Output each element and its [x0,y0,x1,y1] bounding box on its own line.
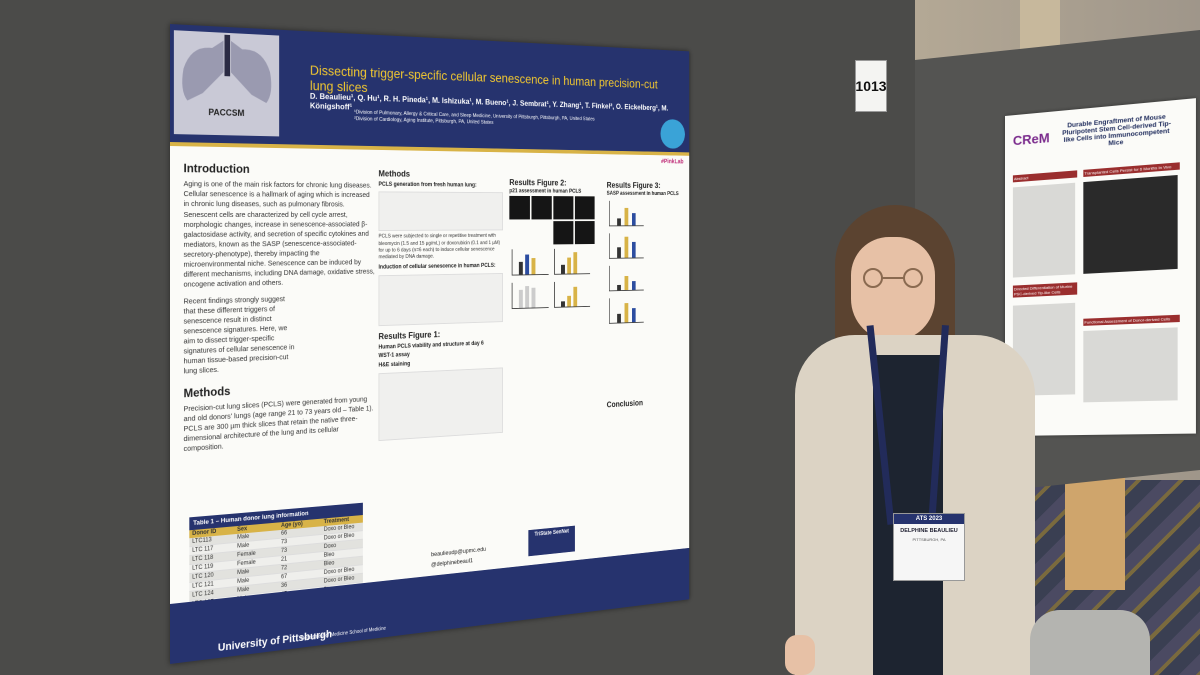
results2-heading: Results Figure 2: [509,178,602,188]
tristate-senet-logo: TriState SenNet [528,526,575,557]
poster-column-2: Methods PCLS generation from fresh human… [378,167,502,444]
mini-bar-chart [609,201,644,226]
sasp-charts [607,198,684,328]
induction-figure [378,273,502,326]
bag [1030,610,1150,675]
crem-logo: CReM [1013,130,1050,148]
neighbor-section-persist: Transplanted Cells Persist for 6 Months … [1083,162,1179,177]
pinklab-logo-icon [660,119,684,149]
methods-col2-sub: PCLS generation from fresh human lung: [378,182,502,190]
poster-column-4: Results Figure 3: SASP assessment in hum… [607,179,684,328]
micrograph [575,196,595,219]
contact-info: beaulieudp@upmc.edu @delphinebeaul1 [431,545,486,570]
methods-col2-heading: Methods [378,169,502,181]
micrograph [531,196,551,219]
intro-heading: Introduction [184,160,375,178]
glasses-icon [855,267,933,289]
badge-city: PITTSBURGH, PA [894,537,964,542]
micrograph [509,196,530,220]
micrograph [553,196,573,219]
p21-micrographs-row [509,196,602,220]
results1-figure [378,367,502,441]
main-poster: PACCSM Dissecting trigger-specific cellu… [170,24,689,664]
lung-logo-icon [174,30,279,136]
methods-text: Precision-cut lung slices (PCLS) were ge… [184,394,375,455]
neighbor-figure-block [1083,327,1177,402]
background-person-legs [1065,470,1125,590]
pcls-generation-figure [378,192,502,232]
presenter-hand [785,635,815,675]
conclusion: Conclusion [607,394,684,412]
micrograph [553,221,573,244]
results2-sub: p21 assessment in human PCLS [509,189,602,195]
pinklab-tag: #PinkLab [661,159,683,165]
mini-bar-chart [554,281,590,308]
paccsm-label: PACCSM [208,107,244,118]
p21-micrographs-row-2 [553,221,602,244]
presenter: ATS 2023 DELPHINE BEAULIEU PITTSBURGH, P… [785,205,1055,675]
presenter-face [851,237,935,341]
methods-col2-text: PCLS were subjected to single or repetit… [378,234,502,262]
results3-sub: SASP assessment in human PCLS [607,191,684,197]
results3-heading: Results Figure 3: [607,181,684,190]
micrograph [575,221,595,244]
conclusion-heading: Conclusion [607,396,684,411]
neighbor-section-functional: Functional Assessment of Donor-derived C… [1083,315,1179,326]
mini-bar-chart [609,265,644,291]
name-badge: ATS 2023 DELPHINE BEAULIEU PITTSBURGH, P… [893,513,965,581]
mini-bar-chart [609,233,644,259]
poster-column-1: Introduction Aging is one of the main ri… [184,156,375,454]
badge-name: DELPHINE BEAULIEU [894,528,964,535]
mini-bar-chart [512,282,549,309]
intro-text: Aging is one of the main risk factors fo… [184,179,375,290]
mini-bar-chart [512,249,549,276]
poster-column-3: Results Figure 2: p21 assessment in huma… [509,176,602,314]
neighbor-image-grid [1083,175,1177,274]
mini-bar-chart [609,297,644,323]
neighbor-section-abstract: Abstract [1013,170,1077,182]
badge-event: ATS 2023 [894,514,964,524]
neighbor-poster-title: Durable Engraftment of Mouse Pluripotent… [1057,112,1177,151]
mini-bar-chart [554,248,590,274]
board-number-card: 1013 [855,60,887,112]
induction-heading: Induction of cellular senescence in huma… [378,263,502,272]
p21-charts [509,246,602,314]
intro-text-2: Recent findings strongly suggest that th… [184,294,296,377]
